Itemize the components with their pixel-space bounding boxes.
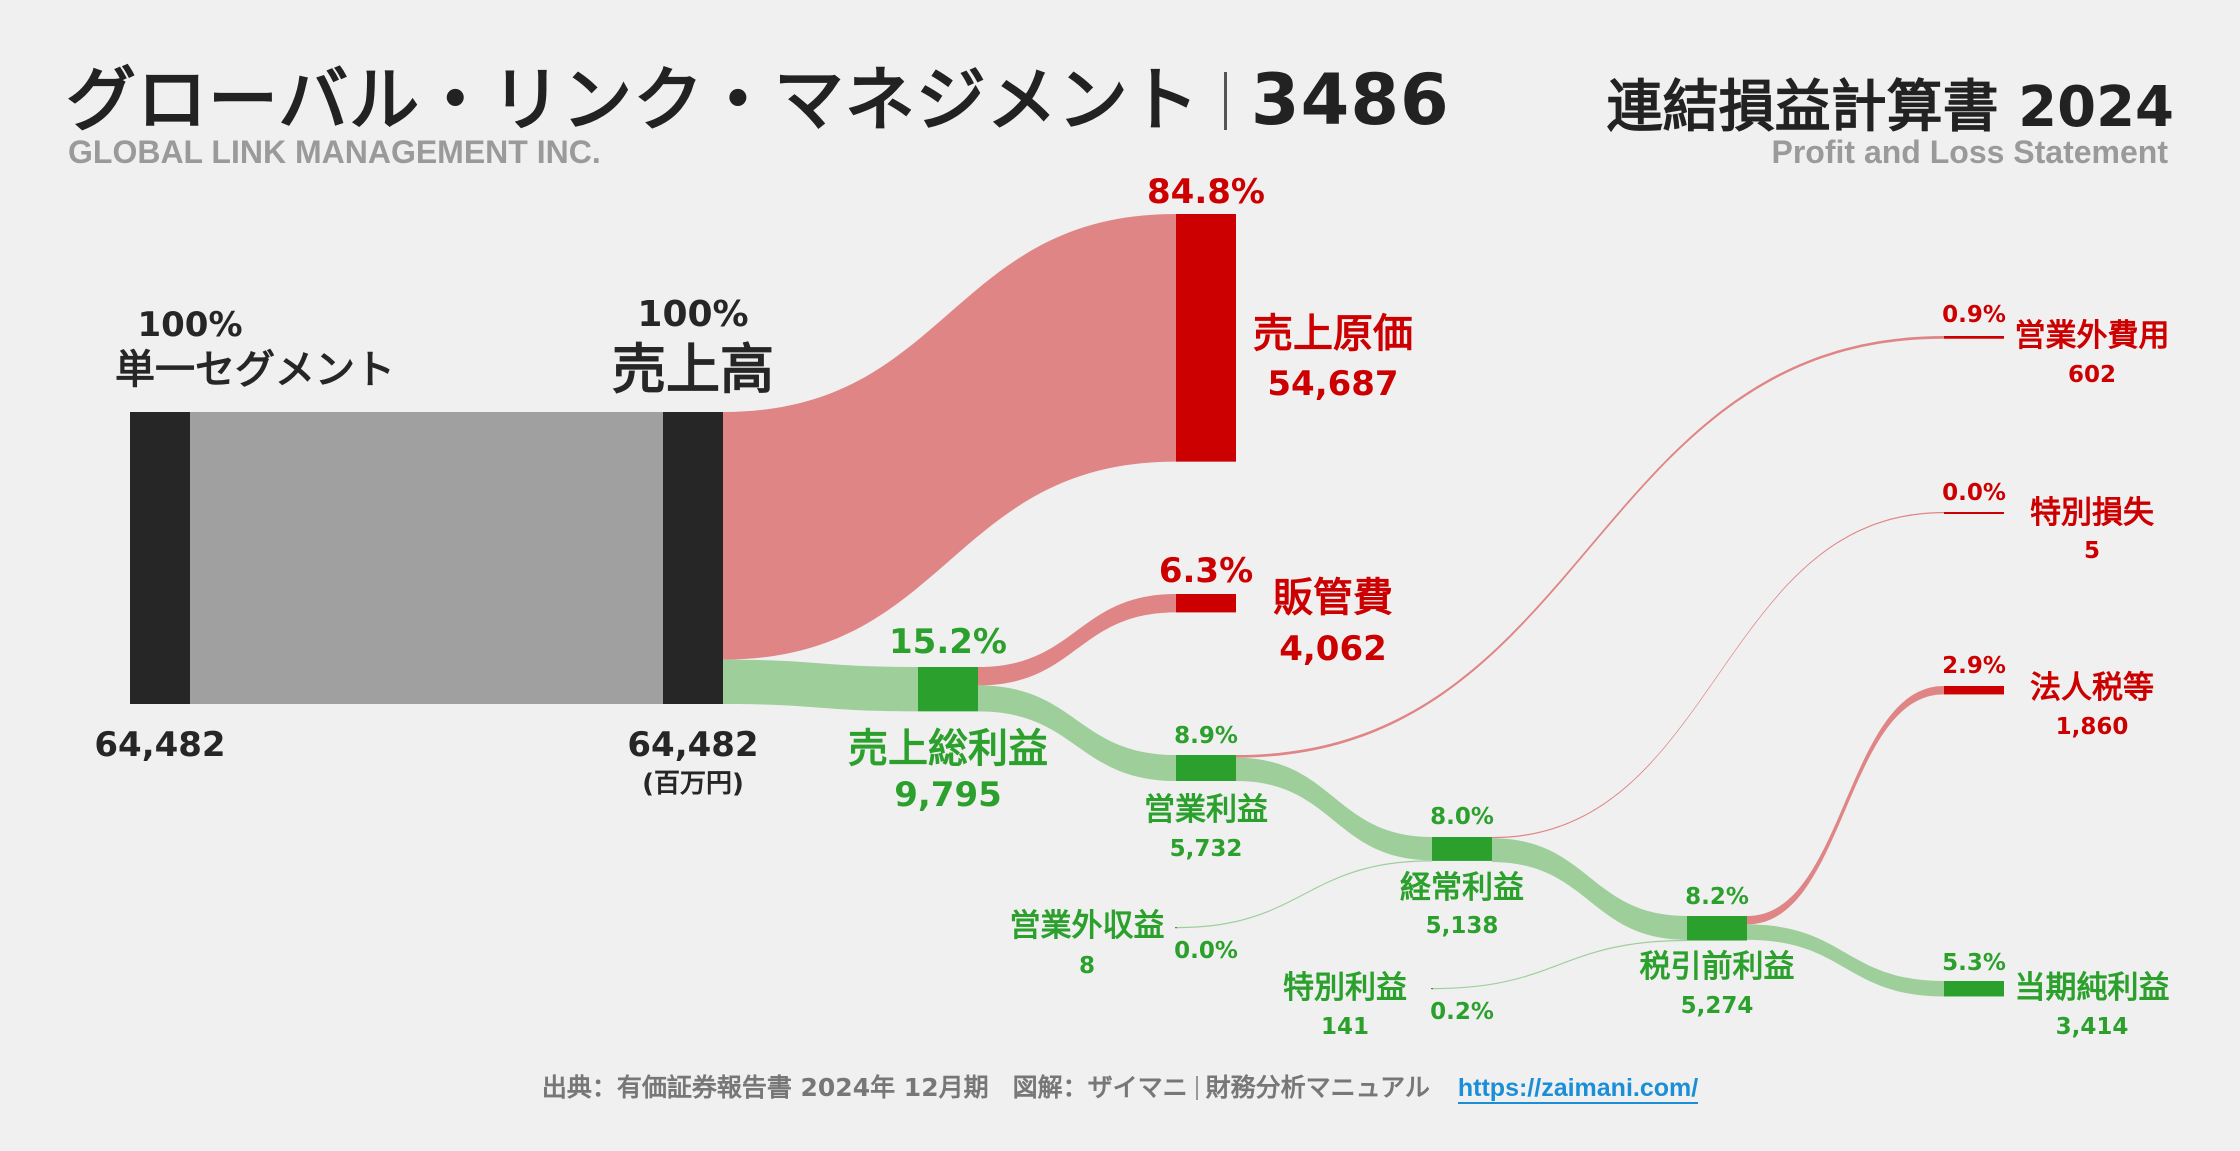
node-ordinary [1432, 837, 1492, 861]
page-title: グローバル・リンク・マネジメント 3486 [66, 44, 1450, 145]
ordinary-pct: 8.0% [1430, 804, 1494, 830]
flow-segment-to-revenue [190, 412, 663, 704]
statement-title: 連結損益計算書 2024 [1606, 75, 2174, 140]
segment-label: 単一セグメント [115, 347, 395, 393]
tax-pct: 2.9% [1942, 653, 2006, 679]
op-pct: 8.9% [1174, 723, 1238, 749]
node-pretax [1687, 916, 1747, 941]
flow-revenue-to-gross [723, 659, 918, 712]
sp-loss-pct: 0.0% [1942, 480, 2006, 506]
sga-label: 販管費 [1273, 575, 1393, 621]
nonop-inc-value: 8 [1079, 953, 1095, 979]
footer: 出典：有価証券報告書 2024年 12月期 図解：ザイマニ 財務分析マニュアル htt… [0, 1068, 2240, 1104]
gross-pct: 15.2% [889, 622, 1007, 662]
flow-nonop_inc-to-ordinary [1176, 860, 1432, 929]
source-text: 出典：有価証券報告書 2024年 12月期 [541, 1073, 989, 1102]
nodes [130, 214, 2004, 997]
diagram-credit: 図解：ザイマニ [1012, 1073, 1188, 1102]
segment-pct: 100% [137, 305, 242, 345]
tax-label: 法人税等 [2030, 670, 2154, 706]
sp-loss-label: 特別損失 [2030, 495, 2155, 531]
flow-op-to-nonop_exp [1236, 336, 1944, 758]
header: グローバル・リンク・マネジメント 3486 GLOBAL LINK MANAGEM… [0, 0, 2240, 180]
flow-gross-to-op [978, 685, 1176, 781]
gross-label: 売上総利益 [848, 726, 1048, 772]
op-value: 5,732 [1170, 836, 1243, 862]
flow-pretax-to-net [1747, 924, 1944, 997]
nonop-exp-value: 602 [2068, 362, 2116, 388]
node-op [1176, 755, 1236, 781]
pretax-pct: 8.2% [1685, 884, 1749, 910]
sp-gain-pct: 0.2% [1430, 999, 1494, 1025]
title-divider [1223, 72, 1227, 130]
tax-value: 1,860 [2056, 714, 2129, 740]
cogs-pct: 84.8% [1147, 172, 1265, 212]
site-name: 財務分析マニュアル [1205, 1073, 1430, 1102]
footer-divider [1195, 1076, 1198, 1100]
flow-op-to-ordinary [1236, 757, 1432, 861]
node-tax [1944, 686, 2004, 695]
node-sp_loss [1944, 512, 2004, 514]
revenue-pct: 100% [637, 294, 748, 335]
node-revenue [663, 412, 723, 704]
node-sp_gain [1431, 988, 1433, 990]
site-link[interactable]: https://zaimani.com/ [1457, 1074, 1699, 1104]
pretax-label: 税引前利益 [1640, 949, 1795, 985]
ticker-code: 3486 [1250, 59, 1450, 141]
nonop-exp-label: 営業外費用 [2015, 318, 2170, 354]
flow-ordinary-to-sp_loss [1492, 512, 1944, 839]
sp-loss-value: 5 [2084, 538, 2100, 564]
sga-pct: 6.3% [1159, 551, 1253, 591]
cogs-label: 売上原価 [1253, 311, 1413, 357]
node-nonop_exp [1944, 336, 2004, 339]
sp-gain-label: 特別利益 [1283, 970, 1407, 1006]
pretax-value: 5,274 [1681, 993, 1754, 1019]
segment-value: 64,482 [94, 725, 225, 765]
net-pct: 5.3% [1942, 950, 2006, 976]
node-segment [130, 412, 190, 704]
cogs-value: 54,687 [1267, 364, 1398, 404]
net-value: 3,414 [2056, 1014, 2129, 1040]
node-cogs [1176, 214, 1236, 462]
node-net [1944, 981, 2004, 997]
nonop-inc-pct: 0.0% [1174, 938, 1238, 964]
node-nonop_inc [1175, 927, 1177, 929]
flow-pretax-to-tax [1747, 686, 1944, 925]
net-label: 当期純利益 [2015, 970, 2170, 1006]
flow-sp_gain-to-pretax [1432, 939, 1687, 990]
company-name: グローバル・リンク・マネジメント [66, 59, 1200, 141]
flows [190, 214, 1944, 997]
gross-value: 9,795 [894, 775, 1002, 815]
node-sga [1176, 594, 1236, 613]
flow-ordinary-to-pretax [1492, 838, 1687, 940]
statement-subtitle: Profit and Loss Statement [1771, 134, 2169, 170]
sga-value: 4,062 [1279, 629, 1387, 669]
revenue-value: 64,482 [627, 725, 758, 765]
op-label: 営業利益 [1144, 792, 1268, 828]
labels: 100%単一セグメント64,482100%売上高64,482(百万円)84.8%… [94, 172, 2169, 1040]
ordinary-value: 5,138 [1426, 913, 1499, 939]
flow-revenue-to-cogs [723, 214, 1176, 660]
flow-gross-to-sga [978, 594, 1176, 686]
node-gross [918, 667, 978, 712]
nonop-exp-pct: 0.9% [1942, 302, 2006, 328]
unit-label: (百万円) [642, 769, 744, 799]
ordinary-label: 経常利益 [1400, 870, 1524, 906]
revenue-label: 売上高 [612, 338, 774, 401]
company-name-en: GLOBAL LINK MANAGEMENT INC. [68, 134, 601, 170]
nonop-inc-label: 営業外収益 [1010, 908, 1165, 944]
sp-gain-value: 141 [1321, 1014, 1369, 1040]
